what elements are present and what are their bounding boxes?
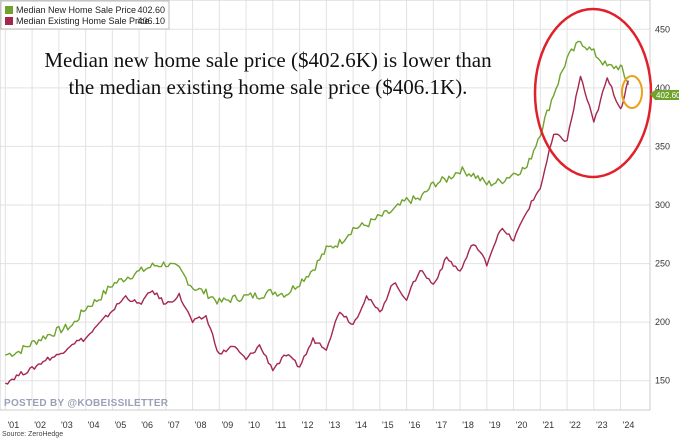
- legend-value-existing: 406.10: [137, 16, 165, 26]
- x-tick-label: '14: [355, 420, 367, 430]
- legend-box: [0, 0, 170, 30]
- x-tick-label: '11: [275, 420, 286, 430]
- x-tick-label: '19: [489, 420, 501, 430]
- y-tick-label: 400: [655, 83, 670, 93]
- x-tick-label: '22: [569, 420, 581, 430]
- legend-label-new: Median New Home Sale Price: [16, 5, 136, 15]
- annotation-line-2: the median existing home sale price ($40…: [69, 75, 468, 99]
- series-line-new-home: [5, 40, 630, 357]
- x-tick-label: '16: [409, 420, 421, 430]
- x-tick-label: '10: [248, 420, 260, 430]
- x-tick-label: '24: [623, 420, 635, 430]
- x-tick-label: '02: [34, 420, 46, 430]
- last-value-tag: 402.60: [650, 90, 679, 100]
- legend-value-new: 402.60: [137, 5, 165, 15]
- highlight-ellipse: [533, 7, 653, 179]
- legend-swatch-existing: [5, 17, 13, 25]
- x-tick-label: '21: [542, 420, 554, 430]
- x-tick-label: '12: [302, 420, 314, 430]
- x-tick-label: '05: [114, 420, 126, 430]
- last-value-tag-text: 402.60: [656, 91, 679, 100]
- y-axis-ticks: 150 200 250 300 350 400 450: [655, 24, 670, 385]
- x-tick-label: '04: [88, 420, 100, 430]
- y-tick-label: 350: [655, 141, 670, 151]
- source-text: Source: ZeroHedge: [2, 431, 63, 438]
- x-tick-label: '07: [168, 420, 180, 430]
- x-tick-label: '23: [596, 420, 608, 430]
- y-tick-label: 300: [655, 200, 670, 210]
- last-value-tag-shape: [650, 90, 679, 100]
- x-tick-label: '06: [141, 420, 153, 430]
- x-tick-label: '20: [516, 420, 528, 430]
- legend: Median New Home Sale Price 402.60 Median…: [0, 0, 170, 30]
- watermark-text: POSTED BY @KOBEISSILETTER: [4, 398, 169, 409]
- grid-lines: [0, 0, 650, 410]
- highlight-circle-small: [621, 75, 643, 109]
- series-layer: [5, 40, 630, 385]
- x-tick-label: '09: [221, 420, 233, 430]
- x-tick-label: '15: [382, 420, 394, 430]
- x-tick-label: '03: [61, 420, 73, 430]
- series-line-existing-home: [5, 75, 630, 385]
- y-tick-label: 450: [655, 24, 670, 34]
- x-tick-label: '01: [7, 420, 19, 430]
- plot-frame: [0, 0, 651, 411]
- legend-label-existing: Median Existing Home Sale Price: [16, 16, 150, 26]
- y-tick-label: 200: [655, 317, 670, 327]
- x-tick-label: '08: [195, 420, 207, 430]
- annotation-line-1: Median new home sale price ($402.6K) is …: [44, 48, 492, 72]
- x-tick-label: '18: [462, 420, 474, 430]
- legend-swatch-new: [5, 6, 13, 14]
- x-axis-ticks: '01 '02 '03 '04 '05 '06 '07 '08 '09 '10 '11 '12 '13 '…: [7, 420, 634, 430]
- x-tick-label: '13: [328, 420, 340, 430]
- y-tick-label: 150: [655, 376, 670, 386]
- x-tick-label: '17: [435, 420, 447, 430]
- y-tick-label: 250: [655, 259, 670, 269]
